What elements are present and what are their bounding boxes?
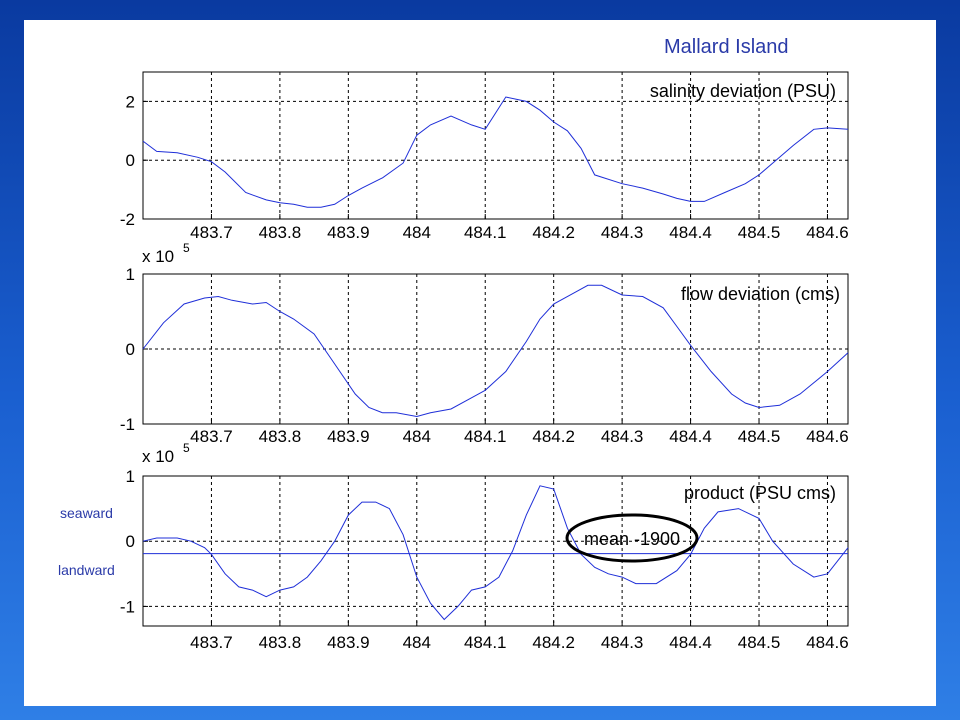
- x-tick-label: 484.5: [738, 427, 781, 446]
- series-line: [142, 284, 849, 418]
- x-tick-label: 483.9: [327, 633, 370, 652]
- axes-frame: [142, 273, 849, 425]
- x-tick-label: 483.8: [259, 633, 302, 652]
- exponent-label: x 10: [142, 447, 174, 466]
- x-tick-label: 484.1: [464, 633, 507, 652]
- x-tick-label: 483.7: [190, 223, 233, 242]
- slide-title: Mallard Island: [664, 36, 789, 58]
- annotation-text: flow deviation (cms): [681, 284, 840, 304]
- y-tick-label: 0: [126, 151, 135, 170]
- annotation-text: salinity deviation (PSU): [650, 81, 836, 101]
- y-tick-label: 2: [126, 92, 135, 111]
- exponent-label: x 10: [142, 247, 174, 266]
- x-tick-label: 484.5: [738, 633, 781, 652]
- x-tick-label: 484.2: [532, 427, 575, 446]
- x-tick-label: 484.1: [464, 223, 507, 242]
- x-tick-label: 484.4: [669, 633, 712, 652]
- panel-1: 483.7 483.8 483.9 484 484.1 484.2 484.3 484.4 48…: [120, 71, 849, 242]
- x-tick-label: 484.2: [532, 223, 575, 242]
- callout-text: mean -1900: [584, 529, 680, 549]
- seaward-label: seaward: [60, 505, 113, 521]
- exponent-superscript: 5: [183, 241, 190, 255]
- x-tick-label: 484.6: [806, 223, 849, 242]
- x-tick-label: 484.3: [601, 633, 644, 652]
- x-tick-label: 484.6: [806, 427, 849, 446]
- x-tick-label: 484.3: [601, 427, 644, 446]
- landward-label: landward: [58, 562, 115, 578]
- callout-ellipse: [565, 513, 699, 563]
- y-tick-label: 0: [126, 340, 135, 359]
- x-tick-label: 484: [403, 223, 431, 242]
- x-tick-label: 483.8: [259, 427, 302, 446]
- y-tick-label: -1: [120, 597, 135, 616]
- x-tick-label: 484.1: [464, 427, 507, 446]
- annotation-text: product (PSU cms): [684, 483, 836, 503]
- x-tick-label: 483.9: [327, 223, 370, 242]
- y-tick-label: 0: [126, 532, 135, 551]
- exponent-superscript: 5: [183, 441, 190, 455]
- y-tick-label: -1: [120, 415, 135, 434]
- x-tick-label: 484: [403, 427, 431, 446]
- x-tick-label: 483.7: [190, 427, 233, 446]
- y-tick-label: 1: [126, 265, 135, 284]
- x-tick-label: 484.4: [669, 223, 712, 242]
- panel-3: 483.7 483.8 483.9 484 484.1 484.2 484.3 484.4 48…: [120, 441, 849, 652]
- x-tick-label: 484.4: [669, 427, 712, 446]
- panel-2: 483.7 483.8 483.9 484 484.1 484.2 484.3 484.4 48…: [120, 241, 849, 446]
- x-tick-label: 483.9: [327, 427, 370, 446]
- x-tick-label: 484.5: [738, 223, 781, 242]
- x-tick-label: 484.2: [532, 633, 575, 652]
- x-tick-label: 484.6: [806, 633, 849, 652]
- series-line: [142, 96, 849, 208]
- series-line: [142, 485, 849, 621]
- x-tick-label: 483.7: [190, 633, 233, 652]
- x-tick-label: 484.3: [601, 223, 644, 242]
- axes-frame: [142, 71, 849, 220]
- x-tick-label: 484: [403, 633, 431, 652]
- y-tick-label: -2: [120, 210, 135, 229]
- x-tick-label: 483.8: [259, 223, 302, 242]
- axes-frame: [142, 475, 849, 627]
- y-tick-label: 1: [126, 467, 135, 486]
